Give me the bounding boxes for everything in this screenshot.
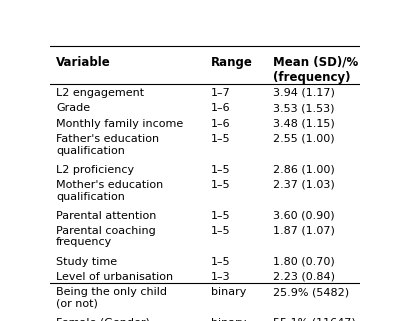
- Text: 1–5: 1–5: [211, 134, 231, 144]
- Text: L2 engagement: L2 engagement: [56, 88, 144, 98]
- Text: 1–5: 1–5: [211, 165, 231, 175]
- Text: 25.9% (5482): 25.9% (5482): [273, 287, 349, 297]
- Text: Study time: Study time: [56, 256, 117, 266]
- Text: Parental attention: Parental attention: [56, 211, 156, 221]
- Text: binary: binary: [211, 318, 246, 321]
- Text: 1–3: 1–3: [211, 272, 231, 282]
- Text: Female (Gender): Female (Gender): [56, 318, 150, 321]
- Text: Variable: Variable: [56, 56, 111, 69]
- Text: 1–6: 1–6: [211, 103, 231, 113]
- Text: 1.87 (1.07): 1.87 (1.07): [273, 226, 335, 236]
- Text: 3.48 (1.15): 3.48 (1.15): [273, 118, 335, 129]
- Text: 2.86 (1.00): 2.86 (1.00): [273, 165, 335, 175]
- Text: Mother's education
qualification: Mother's education qualification: [56, 180, 164, 202]
- Text: 1–6: 1–6: [211, 118, 231, 129]
- Text: binary: binary: [211, 287, 246, 297]
- Text: 2.37 (1.03): 2.37 (1.03): [273, 180, 335, 190]
- Text: 2.55 (1.00): 2.55 (1.00): [273, 134, 335, 144]
- Text: 1–7: 1–7: [211, 88, 231, 98]
- Text: 1–5: 1–5: [211, 256, 231, 266]
- Text: Monthly family income: Monthly family income: [56, 118, 184, 129]
- Text: L2 proficiency: L2 proficiency: [56, 165, 134, 175]
- Text: Level of urbanisation: Level of urbanisation: [56, 272, 173, 282]
- Text: 1.80 (0.70): 1.80 (0.70): [273, 256, 335, 266]
- Text: 1–5: 1–5: [211, 211, 231, 221]
- Text: Range: Range: [211, 56, 253, 69]
- Text: 3.53 (1.53): 3.53 (1.53): [273, 103, 335, 113]
- Text: 3.60 (0.90): 3.60 (0.90): [273, 211, 335, 221]
- Text: Mean (SD)/%
(frequency): Mean (SD)/% (frequency): [273, 56, 358, 84]
- Text: 1–5: 1–5: [211, 180, 231, 190]
- Text: Grade: Grade: [56, 103, 90, 113]
- Text: Father's education
qualification: Father's education qualification: [56, 134, 159, 156]
- Text: Parental coaching
frequency: Parental coaching frequency: [56, 226, 156, 247]
- Text: 3.94 (1.17): 3.94 (1.17): [273, 88, 335, 98]
- Text: 2.23 (0.84): 2.23 (0.84): [273, 272, 335, 282]
- Text: 55.1% (11647): 55.1% (11647): [273, 318, 356, 321]
- Text: 1–5: 1–5: [211, 226, 231, 236]
- Text: Being the only child
(or not): Being the only child (or not): [56, 287, 167, 309]
